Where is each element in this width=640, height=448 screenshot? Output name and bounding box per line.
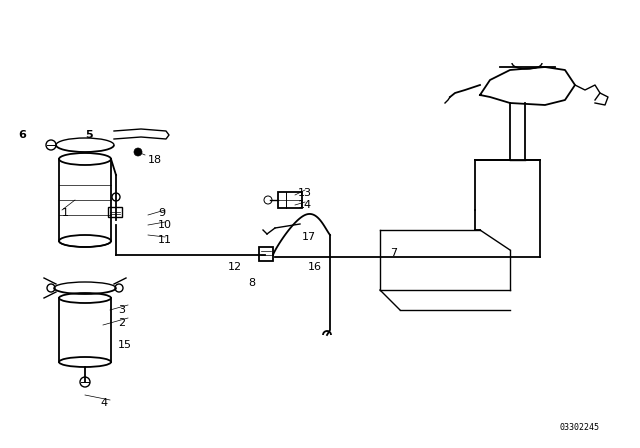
Text: 18: 18 — [148, 155, 162, 165]
Text: 12: 12 — [228, 262, 242, 272]
Text: 5: 5 — [85, 130, 93, 140]
Text: 11: 11 — [158, 235, 172, 245]
Text: 2: 2 — [118, 318, 125, 328]
Text: 17: 17 — [302, 232, 316, 242]
Text: 4: 4 — [100, 398, 107, 408]
Text: 7: 7 — [390, 248, 397, 258]
Circle shape — [134, 148, 142, 156]
Text: 8: 8 — [248, 278, 255, 288]
Text: 3: 3 — [118, 305, 125, 315]
Text: 10: 10 — [158, 220, 172, 230]
Text: 9: 9 — [158, 208, 165, 218]
Text: 03302245: 03302245 — [560, 423, 600, 432]
Text: 13: 13 — [298, 188, 312, 198]
Text: 16: 16 — [308, 262, 322, 272]
Text: 15: 15 — [118, 340, 132, 350]
Text: 14: 14 — [298, 200, 312, 210]
Text: 6: 6 — [18, 130, 26, 140]
Text: 1: 1 — [62, 208, 69, 218]
